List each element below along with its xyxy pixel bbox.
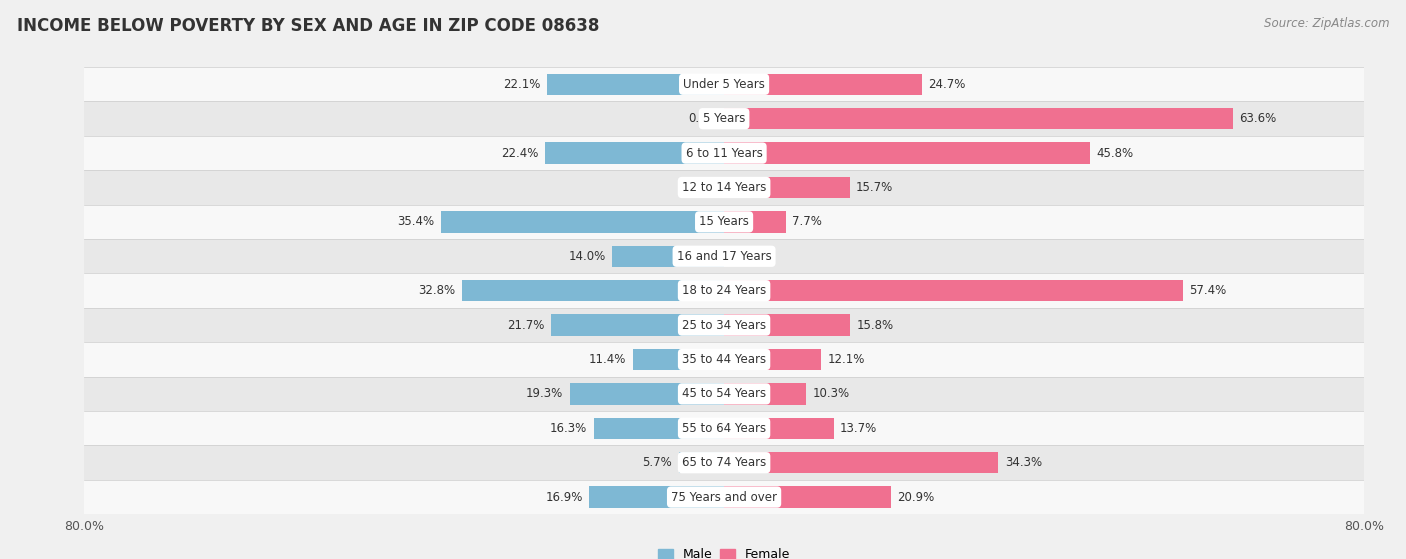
Text: 16 and 17 Years: 16 and 17 Years [676,250,772,263]
Text: 65 to 74 Years: 65 to 74 Years [682,456,766,469]
Text: 55 to 64 Years: 55 to 64 Years [682,422,766,435]
Bar [84,480,1364,514]
Bar [724,452,998,473]
Bar [84,273,1364,308]
Legend: Male, Female: Male, Female [652,543,796,559]
Bar [461,280,724,301]
Text: 5 Years: 5 Years [703,112,745,125]
Text: 22.4%: 22.4% [501,146,538,159]
Bar [569,383,724,405]
Bar [546,143,724,164]
Bar [724,211,786,233]
Text: 45.8%: 45.8% [1097,146,1133,159]
Bar [724,314,851,336]
Bar [84,205,1364,239]
Text: 16.3%: 16.3% [550,422,588,435]
Text: INCOME BELOW POVERTY BY SEX AND AGE IN ZIP CODE 08638: INCOME BELOW POVERTY BY SEX AND AGE IN Z… [17,17,599,35]
Text: 19.3%: 19.3% [526,387,564,400]
Bar [589,486,724,508]
Text: Under 5 Years: Under 5 Years [683,78,765,91]
Text: 35.4%: 35.4% [398,215,434,229]
Bar [724,74,921,95]
Bar [84,102,1364,136]
Bar [679,452,724,473]
Bar [724,177,849,198]
Bar [633,349,724,370]
Bar [551,314,724,336]
Bar [84,342,1364,377]
Text: 25 to 34 Years: 25 to 34 Years [682,319,766,331]
Bar [84,136,1364,170]
Text: 10.3%: 10.3% [813,387,851,400]
Bar [724,383,807,405]
Text: 15 Years: 15 Years [699,215,749,229]
Bar [84,377,1364,411]
Text: 21.7%: 21.7% [506,319,544,331]
Bar [724,349,821,370]
Bar [724,280,1182,301]
Text: 34.3%: 34.3% [1005,456,1042,469]
Bar [84,239,1364,273]
Bar [84,308,1364,342]
Text: 0.0%: 0.0% [731,250,761,263]
Bar [84,67,1364,102]
Text: 12.1%: 12.1% [827,353,865,366]
Text: 14.0%: 14.0% [568,250,606,263]
Bar [612,245,724,267]
Bar [84,446,1364,480]
Bar [84,411,1364,446]
Text: 22.1%: 22.1% [503,78,541,91]
Text: 45 to 54 Years: 45 to 54 Years [682,387,766,400]
Bar [724,486,891,508]
Bar [724,108,1233,129]
Text: 5.7%: 5.7% [643,456,672,469]
Text: 57.4%: 57.4% [1189,284,1227,297]
Text: 15.8%: 15.8% [856,319,894,331]
Bar [84,170,1364,205]
Bar [593,418,724,439]
Text: 63.6%: 63.6% [1239,112,1277,125]
Bar [547,74,724,95]
Text: 18 to 24 Years: 18 to 24 Years [682,284,766,297]
Bar [724,143,1090,164]
Text: 15.7%: 15.7% [856,181,893,194]
Text: 12 to 14 Years: 12 to 14 Years [682,181,766,194]
Text: 32.8%: 32.8% [418,284,456,297]
Bar [724,418,834,439]
Text: 24.7%: 24.7% [928,78,966,91]
Text: 0.0%: 0.0% [688,181,717,194]
Text: 7.7%: 7.7% [792,215,823,229]
Text: 35 to 44 Years: 35 to 44 Years [682,353,766,366]
Text: 0.0%: 0.0% [688,112,717,125]
Text: 6 to 11 Years: 6 to 11 Years [686,146,762,159]
Text: 75 Years and over: 75 Years and over [671,491,778,504]
Bar [441,211,724,233]
Text: Source: ZipAtlas.com: Source: ZipAtlas.com [1264,17,1389,30]
Text: 11.4%: 11.4% [589,353,627,366]
Text: 20.9%: 20.9% [897,491,935,504]
Text: 16.9%: 16.9% [546,491,582,504]
Text: 13.7%: 13.7% [839,422,877,435]
